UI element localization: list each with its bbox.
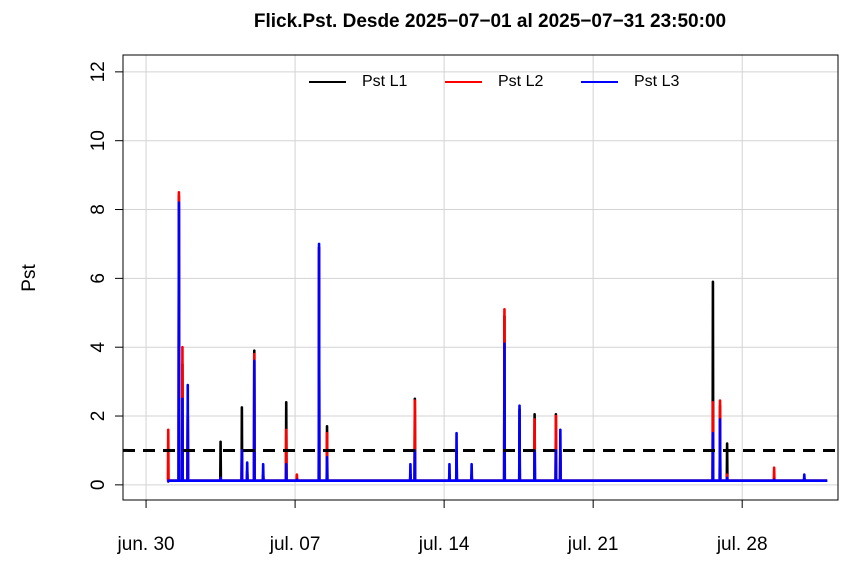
- legend-label: Pst L2: [498, 73, 543, 90]
- legend-label: Pst L3: [634, 73, 679, 90]
- y-tick-label: 12: [88, 61, 109, 82]
- series-line: [166, 194, 828, 483]
- y-tick-label: 8: [88, 204, 109, 215]
- y-tick-label: 10: [88, 130, 109, 151]
- y-tick-label: 4: [88, 341, 109, 352]
- x-tick-label: jun. 30: [117, 534, 175, 555]
- x-tick-label: jul. 07: [269, 534, 321, 555]
- x-tick-label: jul. 28: [716, 534, 768, 555]
- series-line: [166, 201, 828, 483]
- y-tick-label: 2: [88, 411, 109, 422]
- x-tick-label: jul. 21: [567, 534, 619, 555]
- series-line: [166, 191, 828, 483]
- y-tick-label: 6: [88, 273, 109, 284]
- x-tick-label: jul. 14: [418, 534, 470, 555]
- y-axis-label: Pst: [19, 264, 40, 292]
- y-tick-label: 0: [88, 480, 109, 491]
- plot-frame: [122, 54, 839, 501]
- chart-title: Flick.Pst. Desde 2025−07−01 al 2025−07−3…: [254, 11, 726, 32]
- legend-label: Pst L1: [362, 73, 407, 90]
